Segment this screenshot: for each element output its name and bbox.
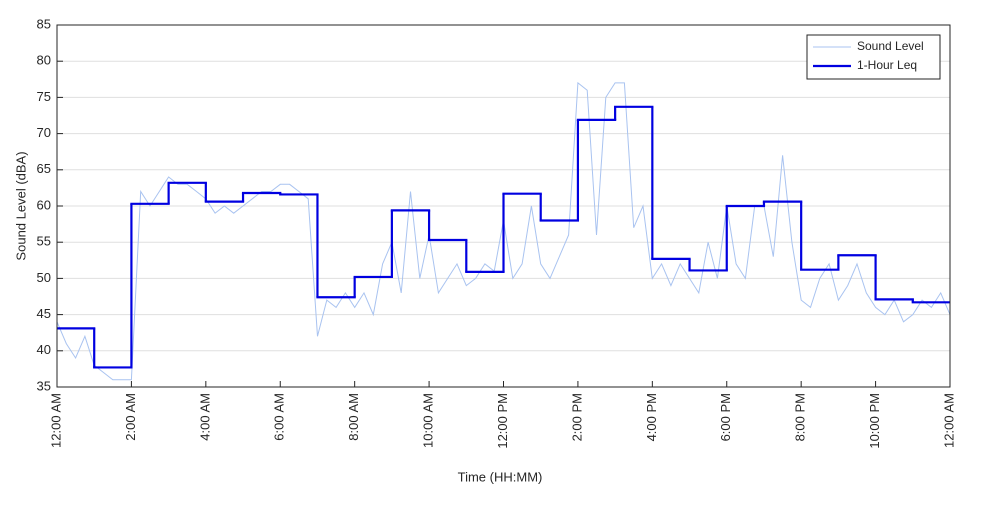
y-tick-label: 35 xyxy=(37,378,51,393)
x-tick-label: 12:00 PM xyxy=(495,393,510,449)
y-tick-label: 55 xyxy=(37,234,51,249)
x-tick-label: 12:00 AM xyxy=(941,393,956,448)
x-tick-label: 10:00 AM xyxy=(421,393,436,448)
x-tick-label: 2:00 PM xyxy=(569,393,584,441)
y-tick-label: 45 xyxy=(37,306,51,321)
x-tick-label: 6:00 AM xyxy=(272,393,287,441)
x-axis-label: Time (HH:MM) xyxy=(458,469,543,484)
x-tick-label: 8:00 AM xyxy=(346,393,361,441)
y-tick-label: 40 xyxy=(37,342,51,357)
plot-frame xyxy=(56,24,951,388)
y-tick-label: 50 xyxy=(37,270,51,285)
x-tick-label: 12:00 AM xyxy=(48,393,63,448)
x-tick-label: 4:00 AM xyxy=(197,393,212,441)
y-tick-label: 70 xyxy=(37,125,51,140)
y-tick-label: 75 xyxy=(37,89,51,104)
x-tick-label: 10:00 PM xyxy=(867,393,882,449)
x-tick-label: 2:00 AM xyxy=(123,393,138,441)
x-tick-label: 6:00 PM xyxy=(718,393,733,441)
legend-box xyxy=(806,34,941,80)
x-tick-label: 4:00 PM xyxy=(644,393,659,441)
x-tick-label: 8:00 PM xyxy=(793,393,808,441)
y-tick-label: 65 xyxy=(37,161,51,176)
y-tick-label: 85 xyxy=(37,16,51,31)
legend-label: 1-Hour Leq xyxy=(857,58,917,72)
y-axis-label: Sound Level (dBA) xyxy=(13,151,28,260)
legend-label: Sound Level xyxy=(857,39,924,53)
y-tick-label: 60 xyxy=(37,197,51,212)
y-tick-label: 80 xyxy=(37,53,51,68)
